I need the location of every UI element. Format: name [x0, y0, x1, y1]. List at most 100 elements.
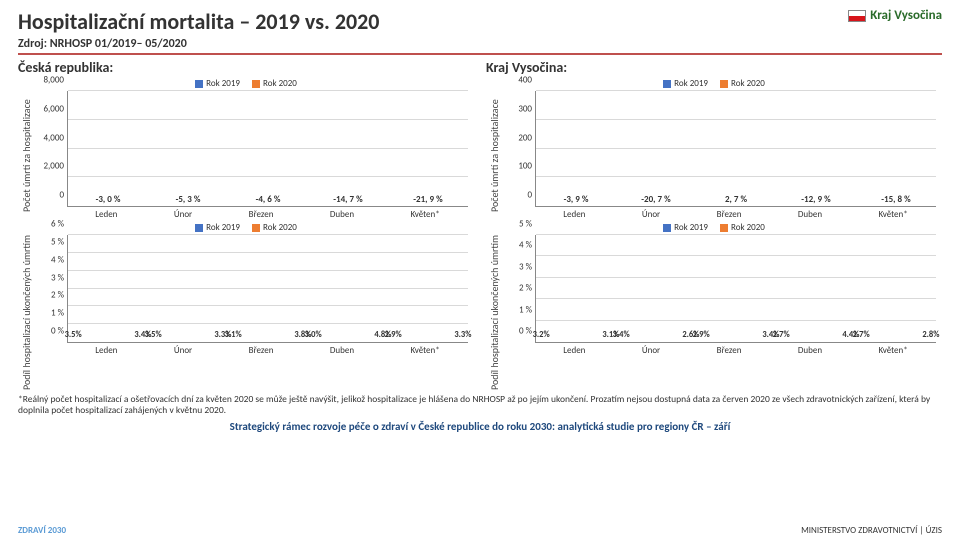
- region-logo: Kraj Vysočina: [848, 8, 942, 23]
- x-tick: Duben: [330, 209, 354, 220]
- x-tick: Únor: [642, 209, 660, 220]
- value-label: 2.9%: [385, 330, 402, 340]
- x-tick: Duben: [798, 345, 822, 356]
- y-axis-label: Počet úmrtí za hospitalizace: [486, 91, 503, 220]
- x-tick: Březen: [249, 209, 274, 220]
- y-axis-label: Podíl hospitalizací ukončených úmrtím: [18, 235, 35, 390]
- y-tick: 4,000: [44, 132, 69, 143]
- x-tick: Květen*: [411, 209, 440, 220]
- y-tick: 100: [518, 161, 536, 172]
- x-tick: Únor: [174, 209, 192, 220]
- value-label: 3.5%: [145, 330, 162, 340]
- legend: Rok 2019 Rok 2020: [18, 222, 474, 233]
- y-axis-label: Podíl hospitalizací ukončených úmrtím: [486, 235, 503, 390]
- x-tick: Květen*: [879, 345, 908, 356]
- panel-kv-share: Rok 2019 Rok 2020 Podíl hospitalizací uk…: [486, 222, 942, 390]
- x-tick: Duben: [330, 345, 354, 356]
- divider: [18, 53, 942, 55]
- x-axis: Leden Únor Březen Duben Květen*: [67, 209, 468, 220]
- value-label: 3.4%: [613, 330, 630, 340]
- swatch-2019: [195, 80, 203, 88]
- x-tick: Leden: [563, 209, 585, 220]
- swatch-2020: [252, 80, 260, 88]
- y-tick: 1 %: [519, 304, 536, 315]
- x-tick: Únor: [174, 345, 192, 356]
- swatch-2019: [195, 224, 203, 232]
- swatch-2020: [720, 224, 728, 232]
- footnote: *Reálný počet hospitalizací a ošetřovací…: [18, 394, 942, 416]
- x-tick: Duben: [798, 209, 822, 220]
- y-tick: 4 %: [519, 240, 536, 251]
- chart-plot: 02,0004,0006,0008,000-3, 0 %-5, 3 %-4, 6…: [67, 91, 468, 207]
- x-axis: Leden Únor Březen Duben Květen*: [535, 345, 936, 356]
- value-label: 3.1%: [225, 330, 242, 340]
- x-tick: Březen: [249, 345, 274, 356]
- delta-label: 2, 7 %: [725, 194, 747, 205]
- panel-title: Česká republika:: [18, 59, 474, 76]
- value-label: 3.5%: [65, 330, 82, 340]
- y-tick: 5 %: [51, 236, 68, 247]
- legend: Rok 2019 Rok 2020: [486, 222, 942, 233]
- panel-kv-counts: Kraj Vysočina: Rok 2019 Rok 2020 Počet ú…: [486, 59, 942, 220]
- panel-cr-share: Rok 2019 Rok 2020 Podíl hospitalizací uk…: [18, 222, 474, 390]
- x-tick: Leden: [95, 345, 117, 356]
- chart-plot: 0 %1 %2 %3 %4 %5 %6 %3.5%3.4%3.5%3.3%3.1…: [67, 235, 468, 343]
- y-tick: 6,000: [44, 103, 69, 114]
- delta-label: -21, 9 %: [413, 194, 442, 205]
- y-tick: 5 %: [519, 219, 536, 230]
- y-tick: 3 %: [51, 272, 68, 283]
- y-tick: 200: [518, 132, 536, 143]
- delta-label: -3, 0 %: [96, 194, 121, 205]
- x-tick: Březen: [717, 345, 742, 356]
- value-label: 2.7%: [773, 330, 790, 340]
- delta-label: -14, 7 %: [333, 194, 362, 205]
- y-tick: 0: [59, 190, 68, 201]
- y-axis-label: Počet úmrtí za hospitalizace: [18, 91, 35, 220]
- x-axis: Leden Únor Březen Duben Květen*: [67, 345, 468, 356]
- y-tick: 2,000: [44, 161, 69, 172]
- source-line: Zdroj: NRHOSP 01/2019– 05/2020: [18, 37, 942, 51]
- y-tick: 2 %: [51, 290, 68, 301]
- panel-title: Kraj Vysočina:: [486, 59, 942, 76]
- delta-label: -3, 9 %: [564, 194, 589, 205]
- page-title: Hospitalizační mortalita – 2019 vs. 2020: [18, 8, 942, 35]
- y-tick: 4 %: [51, 254, 68, 265]
- logo-ministry: MINISTERSTVO ZDRAVOTNICTVÍ | ÚZIS: [801, 525, 942, 536]
- legend: Rok 2019 Rok 2020: [18, 78, 474, 89]
- delta-label: -12, 9 %: [801, 194, 830, 205]
- swatch-2020: [720, 80, 728, 88]
- panel-cr-counts: Česká republika: Rok 2019 Rok 2020 Počet…: [18, 59, 474, 220]
- swatch-2019: [663, 80, 671, 88]
- y-tick: 6 %: [51, 219, 68, 230]
- x-tick: Květen*: [411, 345, 440, 356]
- chart-plot: 0 %1 %2 %3 %4 %5 %3.2%3.1%3.4%2.6%2.9%3.…: [535, 235, 936, 343]
- chart-grid: Česká republika: Rok 2019 Rok 2020 Počet…: [18, 59, 942, 390]
- x-tick: Leden: [563, 345, 585, 356]
- value-label: 3.0%: [305, 330, 322, 340]
- swatch-2019: [663, 224, 671, 232]
- x-tick: Květen*: [879, 209, 908, 220]
- y-tick: 400: [518, 75, 536, 86]
- delta-label: -5, 3 %: [176, 194, 201, 205]
- logo-zdravi: ZDRAVÍ 2030: [18, 525, 66, 536]
- y-tick: 2 %: [519, 283, 536, 294]
- x-tick: Únor: [642, 345, 660, 356]
- y-tick: 3 %: [519, 261, 536, 272]
- x-axis: Leden Únor Březen Duben Květen*: [535, 209, 936, 220]
- delta-label: -15, 8 %: [881, 194, 910, 205]
- x-tick: Březen: [717, 209, 742, 220]
- y-tick: 8,000: [44, 75, 69, 86]
- footer-text: Strategický rámec rozvoje péče o zdraví …: [18, 420, 942, 433]
- swatch-2020: [252, 224, 260, 232]
- value-label: 3.3%: [454, 330, 471, 340]
- value-label: 3.2%: [533, 330, 550, 340]
- legend: Rok 2019 Rok 2020: [486, 78, 942, 89]
- delta-label: -4, 6 %: [256, 194, 281, 205]
- x-tick: Leden: [95, 209, 117, 220]
- value-label: 2.8%: [922, 330, 939, 340]
- value-label: 2.7%: [853, 330, 870, 340]
- y-tick: 1 %: [51, 308, 68, 319]
- y-tick: 0: [527, 190, 536, 201]
- delta-label: -20, 7 %: [641, 194, 670, 205]
- value-label: 2.9%: [693, 330, 710, 340]
